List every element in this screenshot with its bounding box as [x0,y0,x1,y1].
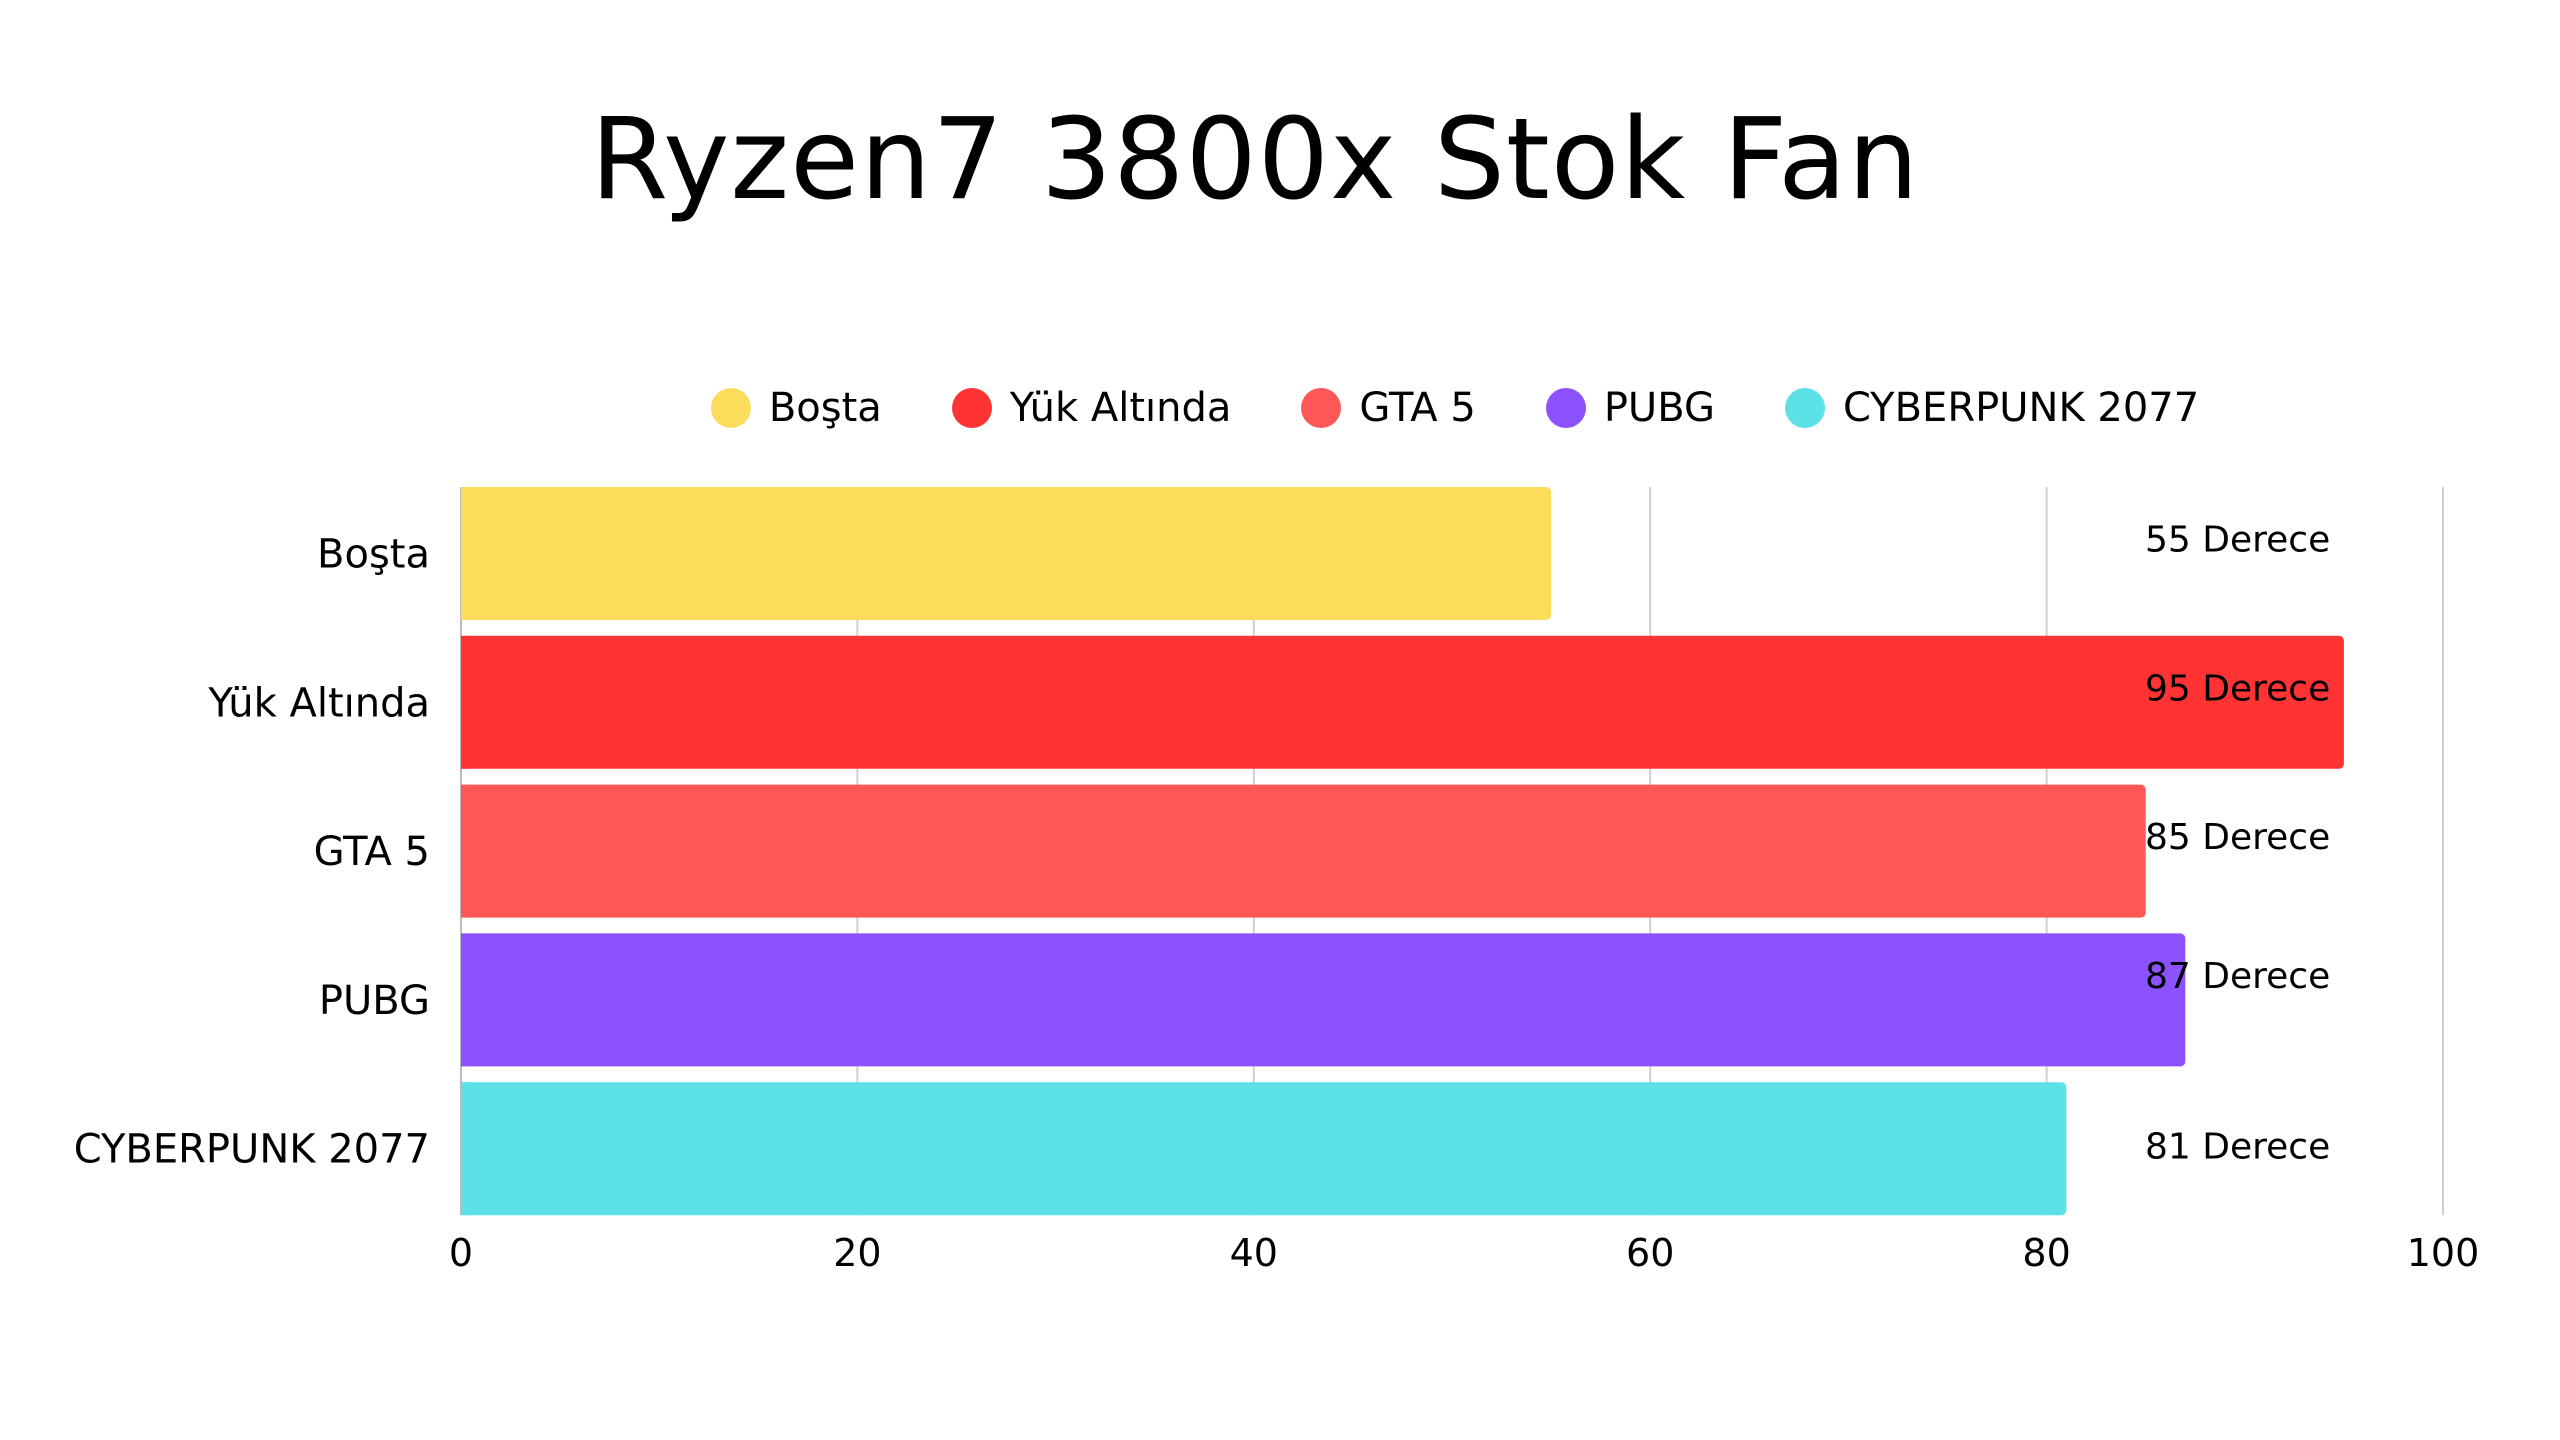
bar [461,487,1552,620]
data-label: 81 Derece [2145,1127,2330,1168]
legend-item: CYBERPUNK 2077 [1784,385,2200,431]
x-tick-label: 100 [2407,1231,2480,1275]
bar [461,1082,2067,1216]
legend-swatch [710,388,751,428]
legend-label: PUBG [1603,385,1715,431]
x-tick-label: 80 [2022,1231,2070,1275]
data-label: 55 Derece [2145,520,2330,561]
legend-item: Yük Altında [951,385,1232,431]
x-tick-label: 20 [833,1231,881,1275]
legend-swatch [951,388,992,428]
legend-swatch [1545,388,1586,428]
legend-label: Yük Altında [1009,385,1232,431]
legend-item: Boşta [710,385,882,431]
legend-item: GTA 5 [1301,385,1476,431]
category-label: CYBERPUNK 2077 [74,1127,430,1173]
category-label: Boşta [317,532,430,578]
bar [461,933,2186,1067]
data-label: 95 Derece [2145,668,2330,709]
category-label: GTA 5 [314,829,430,875]
bar-edge [461,784,469,918]
legend-item: PUBG [1545,385,1715,431]
category-label: Yük Altında [207,680,430,726]
legend-swatch [1301,388,1342,428]
bar-edge [461,933,469,1067]
x-tick-label: 40 [1230,1231,1278,1275]
x-tick-label: 0 [449,1231,473,1275]
legend-swatch [1784,388,1825,428]
data-label: 87 Derece [2145,956,2330,997]
legend-label: GTA 5 [1359,385,1476,431]
legend: Boşta Yük Altında GTA 5 PUBG CYBERPUNK 2077 [0,385,2560,431]
chart-title: Ryzen7 3800x Stok Fan [590,95,1920,225]
bar [461,635,2344,769]
bar-edge [461,635,469,769]
bar-edge [461,487,469,620]
bar-edge [461,1082,469,1216]
legend-label: CYBERPUNK 2077 [1842,385,2200,431]
data-label: 85 Derece [2145,817,2330,858]
bar [461,784,2146,918]
category-label: PUBG [319,978,430,1024]
x-tick-label: 60 [1626,1231,1674,1275]
legend-label: Boşta [768,385,882,431]
